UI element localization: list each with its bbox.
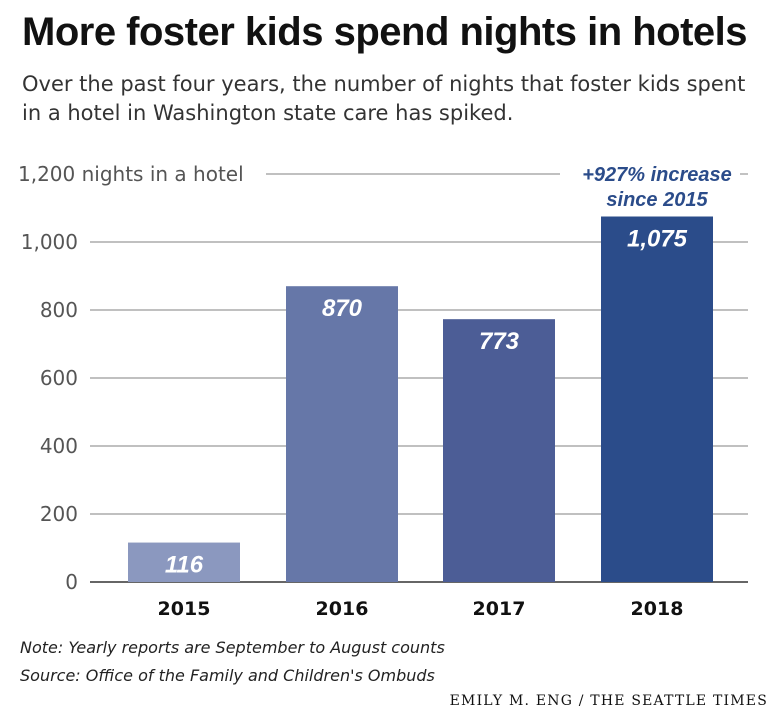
- category-label-2018: 2018: [631, 598, 684, 620]
- y-tick-label: 800: [40, 298, 78, 322]
- value-label-2015: 116: [165, 552, 204, 579]
- labels: 0 200 400 600 800 1,000 1,200 nights in a hote…: [18, 162, 732, 620]
- value-label-2017: 773: [479, 328, 520, 355]
- y-tick-label-top: 1,200 nights in a hotel: [18, 162, 244, 186]
- value-label-2016: 870: [322, 295, 363, 322]
- chart-subtitle: Over the past four years, the number of …: [22, 72, 746, 125]
- bar-2016: [286, 286, 398, 582]
- category-label-2017: 2017: [473, 598, 526, 620]
- annotation-line-1: +927% increase: [582, 164, 732, 186]
- y-tick-label: 1,000: [21, 230, 78, 254]
- source-text: Source: Office of the Family and Childre…: [20, 666, 435, 685]
- y-tick-label: 600: [40, 366, 78, 390]
- bar-2015: [128, 542, 240, 582]
- category-label-2015: 2015: [158, 598, 211, 620]
- y-tick-label: 0: [65, 570, 78, 594]
- bar-2017: [443, 319, 555, 582]
- value-label-2018: 1,075: [627, 226, 688, 253]
- y-tick-label: 400: [40, 434, 78, 458]
- bar-chart: 0 200 400 600 800 1,000 1,200 nights in a hote…: [18, 162, 748, 620]
- category-label-2016: 2016: [316, 598, 369, 620]
- bars: [128, 216, 713, 582]
- annotation-line-2: since 2015: [606, 189, 708, 211]
- credit-text: EMILY M. ENG / THE SEATTLE TIMES: [449, 693, 768, 709]
- y-tick-label: 200: [40, 502, 78, 526]
- chart-title: More foster kids spend nights in hotels: [22, 10, 748, 54]
- note-text: Note: Yearly reports are September to Au…: [20, 638, 445, 657]
- bar-2018: [601, 216, 713, 582]
